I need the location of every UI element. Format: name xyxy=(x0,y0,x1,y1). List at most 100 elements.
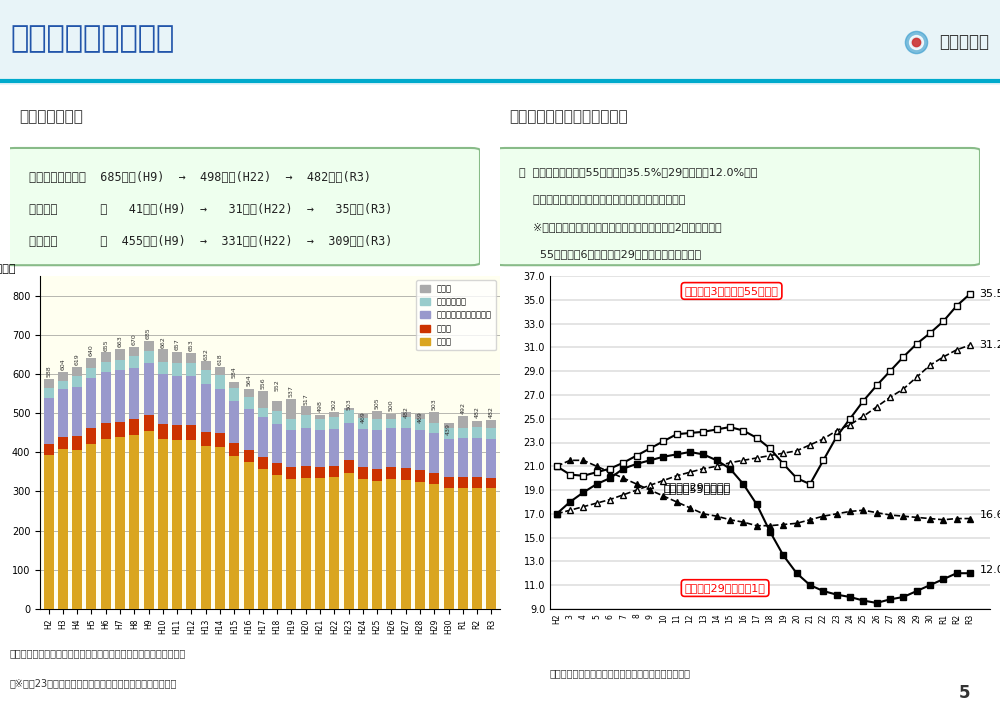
Bar xyxy=(329,429,339,466)
Text: 670: 670 xyxy=(132,333,137,345)
Bar xyxy=(344,408,354,410)
Bar xyxy=(386,428,396,467)
Text: 建設業：3割以上が55歳以上: 建設業：3割以上が55歳以上 xyxy=(685,286,779,296)
Bar xyxy=(272,401,282,411)
Bar xyxy=(415,414,425,419)
Bar xyxy=(415,419,425,430)
Text: 〇技能者      ：  455万人(H9)  →  331万人(H22)  →  309万人(R3): 〇技能者 ： 455万人(H9) → 331万人(H22) → 309万人(R3… xyxy=(29,234,392,248)
Bar xyxy=(101,372,111,423)
Text: 517: 517 xyxy=(303,393,308,404)
Bar xyxy=(101,362,111,372)
Text: 619: 619 xyxy=(75,353,80,365)
Bar xyxy=(301,478,311,609)
Text: 建設業就業者の高齢化の進行: 建設業就業者の高齢化の進行 xyxy=(510,109,628,125)
Bar xyxy=(58,449,68,609)
Bar xyxy=(101,423,111,440)
Bar xyxy=(215,433,225,447)
Bar xyxy=(486,420,496,428)
Bar xyxy=(172,376,182,426)
Bar xyxy=(344,410,354,423)
Bar xyxy=(286,399,296,418)
Bar xyxy=(386,414,396,419)
Bar xyxy=(458,428,468,438)
Bar xyxy=(429,423,439,433)
Text: 663: 663 xyxy=(118,336,122,348)
Bar xyxy=(429,484,439,609)
Bar xyxy=(258,392,268,409)
Text: ※実数ベースでは、建設業就業者数のうち令和2年と比較して: ※実数ベースでは、建設業就業者数のうち令和2年と比較して xyxy=(519,222,722,232)
Text: 655: 655 xyxy=(103,339,108,350)
Bar xyxy=(158,349,168,362)
Bar xyxy=(144,415,154,430)
Bar xyxy=(358,418,368,429)
Bar xyxy=(429,473,439,484)
Bar xyxy=(186,353,196,363)
Bar xyxy=(215,367,225,375)
Bar xyxy=(129,419,139,435)
Bar xyxy=(301,428,311,466)
Bar xyxy=(229,443,239,456)
Bar xyxy=(158,423,168,439)
Bar xyxy=(301,415,311,428)
Bar xyxy=(72,387,82,436)
Bar xyxy=(158,375,168,423)
Bar xyxy=(415,430,425,470)
Bar xyxy=(401,468,411,481)
Bar xyxy=(201,447,211,609)
Bar xyxy=(301,406,311,415)
Bar xyxy=(286,418,296,430)
Text: 〇建設業就業者：  685万人(H9)  →  498万人(H22)  →  482万人(R3): 〇建設業就業者： 685万人(H9) → 498万人(H22) → 482万人(… xyxy=(29,171,371,184)
Bar xyxy=(215,375,225,389)
Text: 564: 564 xyxy=(246,375,251,386)
Bar xyxy=(186,440,196,609)
Text: 503: 503 xyxy=(432,399,437,410)
Bar xyxy=(44,455,54,609)
Bar xyxy=(358,479,368,609)
Bar xyxy=(458,477,468,488)
Bar xyxy=(201,433,211,447)
Bar xyxy=(429,412,439,423)
Legend: その他, 販売従事者等, 管理的職業、事務従事者, 技術者, 技能者: その他, 販売従事者等, 管理的職業、事務従事者, 技術者, 技能者 xyxy=(416,280,496,350)
Bar xyxy=(115,349,125,360)
Bar xyxy=(472,438,482,476)
Bar xyxy=(86,445,96,609)
Text: 500: 500 xyxy=(389,399,394,411)
Bar xyxy=(372,411,382,419)
Text: 498: 498 xyxy=(317,400,322,412)
Bar xyxy=(201,362,211,370)
Bar xyxy=(58,381,68,389)
Text: 建設業就業者の現状: 建設業就業者の現状 xyxy=(10,24,174,52)
Text: 〇技術者      ：   41万人(H9)  →   31万人(H22)  →   35万人(R3): 〇技術者 ： 41万人(H9) → 31万人(H22) → 35万人(R3) xyxy=(29,202,392,216)
Text: 齢化が進行し、次世代への技術承継が大きな課題。: 齢化が進行し、次世代への技術承継が大きな課題。 xyxy=(519,195,686,205)
Text: 492: 492 xyxy=(460,402,465,414)
Bar xyxy=(372,419,382,430)
Bar xyxy=(315,478,325,609)
Bar xyxy=(301,466,311,478)
Bar xyxy=(272,411,282,423)
Bar xyxy=(172,440,182,609)
Bar xyxy=(258,457,268,469)
Bar xyxy=(44,379,54,389)
Text: 556: 556 xyxy=(260,377,265,389)
Bar xyxy=(401,428,411,468)
Bar xyxy=(229,401,239,443)
Text: 552: 552 xyxy=(275,379,280,391)
Bar xyxy=(129,367,139,419)
Text: 662: 662 xyxy=(160,336,165,348)
Bar xyxy=(144,430,154,609)
Bar xyxy=(158,362,168,375)
Bar xyxy=(272,475,282,609)
FancyBboxPatch shape xyxy=(495,148,980,266)
Bar xyxy=(58,389,68,437)
Text: 618: 618 xyxy=(218,353,222,365)
Bar xyxy=(229,456,239,609)
Bar xyxy=(472,427,482,438)
Bar xyxy=(472,476,482,488)
Bar xyxy=(329,412,339,417)
Bar xyxy=(415,482,425,609)
Bar xyxy=(486,478,496,488)
Bar xyxy=(358,467,368,479)
Text: 632: 632 xyxy=(203,348,208,360)
Bar xyxy=(444,488,454,609)
Bar xyxy=(286,430,296,467)
